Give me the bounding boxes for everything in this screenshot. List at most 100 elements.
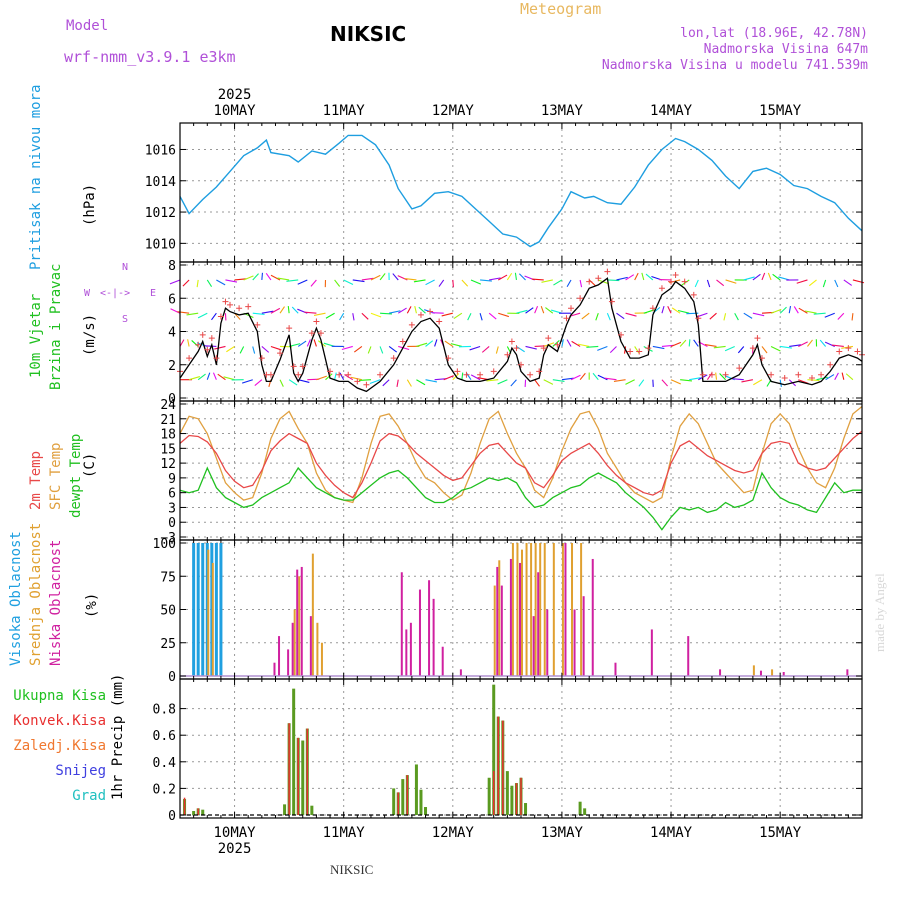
wind-arrow [824, 341, 835, 347]
wind-arrow [413, 279, 426, 283]
gust-marker [277, 350, 284, 357]
high-cloud-bar [219, 543, 223, 676]
wind-arrow [724, 345, 735, 352]
convective-rain-bar [515, 783, 518, 815]
wind-arrow [206, 372, 211, 380]
wind-arrow [761, 272, 766, 281]
wind-arrow [197, 312, 208, 319]
wind-arrow [752, 312, 765, 317]
wind-arrow [469, 345, 481, 351]
wind-arrow [681, 279, 690, 286]
wind-arrow [824, 312, 835, 318]
wind-arrow [369, 379, 381, 385]
wind-arrow [392, 273, 399, 281]
total-rain-bar [492, 684, 496, 815]
pressure-y-tick-label: 1012 [145, 206, 176, 221]
total-rain-bar [192, 811, 196, 815]
convective-rain-bar [288, 723, 290, 815]
low-cloud-bar [582, 596, 585, 676]
wind-arrow [677, 309, 690, 314]
wind-arrow [516, 309, 528, 314]
gust-marker [758, 355, 765, 362]
wind-arrow [241, 379, 253, 384]
low-cloud-bar [532, 616, 535, 676]
wind-arrow [370, 312, 382, 318]
convective-rain-bar [297, 737, 299, 815]
wind-arrow [397, 275, 408, 281]
wind-arrow [616, 312, 625, 320]
wind-arrow [252, 346, 256, 354]
wind-arrow [552, 379, 565, 382]
total-rain-bar [201, 809, 205, 815]
wind-arrow [452, 279, 454, 288]
low-cloud-bar [278, 636, 281, 676]
gust-marker [554, 341, 561, 348]
wind-arrow [798, 307, 808, 314]
dewpoint-line [179, 466, 862, 531]
wind-arrow [486, 379, 499, 382]
wind-arrow [279, 379, 284, 387]
gust-marker [795, 371, 802, 378]
wind-arrow [634, 346, 640, 354]
gust-marker [345, 371, 352, 378]
wind-arrow [579, 279, 583, 288]
top-day-label: 11MAY [323, 103, 366, 119]
convective-rain-bar [520, 777, 522, 815]
model-label: Model [66, 18, 109, 34]
wind-arrow [441, 312, 453, 317]
gust-marker [586, 278, 593, 285]
wind-arrow [343, 279, 354, 285]
low-cloud-bar [537, 572, 540, 676]
gust-marker [749, 345, 756, 352]
wind-arrow [634, 272, 639, 281]
gust-marker [536, 368, 543, 375]
gust-marker [354, 378, 361, 385]
wind-arrow [780, 345, 792, 349]
mid-cloud-bar [293, 609, 296, 676]
wind-arrow [431, 312, 444, 314]
wind-arrow [577, 343, 590, 348]
wind-arrow [325, 373, 333, 381]
precip-y-tick-label: 0.4 [153, 756, 177, 771]
mid-cloud-bar [771, 669, 774, 676]
wind-arrow [552, 340, 560, 347]
wind-arrow [680, 379, 693, 382]
gust-marker [736, 365, 743, 372]
gust-marker [568, 305, 575, 312]
total-rain-bar [283, 804, 287, 815]
wind-arrow [297, 340, 307, 347]
mid-cloud-bar [534, 543, 537, 676]
wind-arrow [216, 279, 226, 286]
wind-arrow [334, 279, 341, 287]
low-cloud-bar [428, 580, 431, 676]
wind-arrow [843, 279, 852, 286]
gust-marker [204, 346, 211, 353]
wind-arrow [225, 279, 238, 283]
wind-arrow [288, 379, 298, 386]
total-rain-bar [487, 777, 491, 815]
low-cloud-bar [418, 589, 421, 676]
wind-arrow [170, 308, 181, 314]
wind-arrow [438, 279, 445, 287]
cloud-y-tick-label: 0 [168, 670, 176, 685]
low-cloud-bar [405, 629, 408, 676]
gust-marker [295, 371, 302, 378]
wind-arrow [380, 312, 393, 315]
wind-arrow [291, 306, 299, 314]
meteogram-title: Meteogram [520, 0, 602, 18]
gust-marker [454, 368, 461, 375]
convective-rain-bar [397, 792, 399, 815]
wind-arrow [425, 340, 434, 347]
convective-rain-bar [197, 808, 199, 815]
wind-arrow [467, 312, 472, 321]
wind-arrow [713, 345, 726, 349]
legend-convective-rain: Konvek.Kisa [13, 713, 106, 729]
wind-arrow [416, 342, 428, 347]
mid-cloud-bar [498, 560, 501, 676]
low-cloud-bar [782, 672, 785, 676]
gust-marker [490, 368, 497, 375]
wind-arrow [694, 279, 699, 288]
gust-marker [336, 371, 343, 378]
wind-arrow [798, 341, 808, 347]
wind-arrow [613, 379, 626, 382]
